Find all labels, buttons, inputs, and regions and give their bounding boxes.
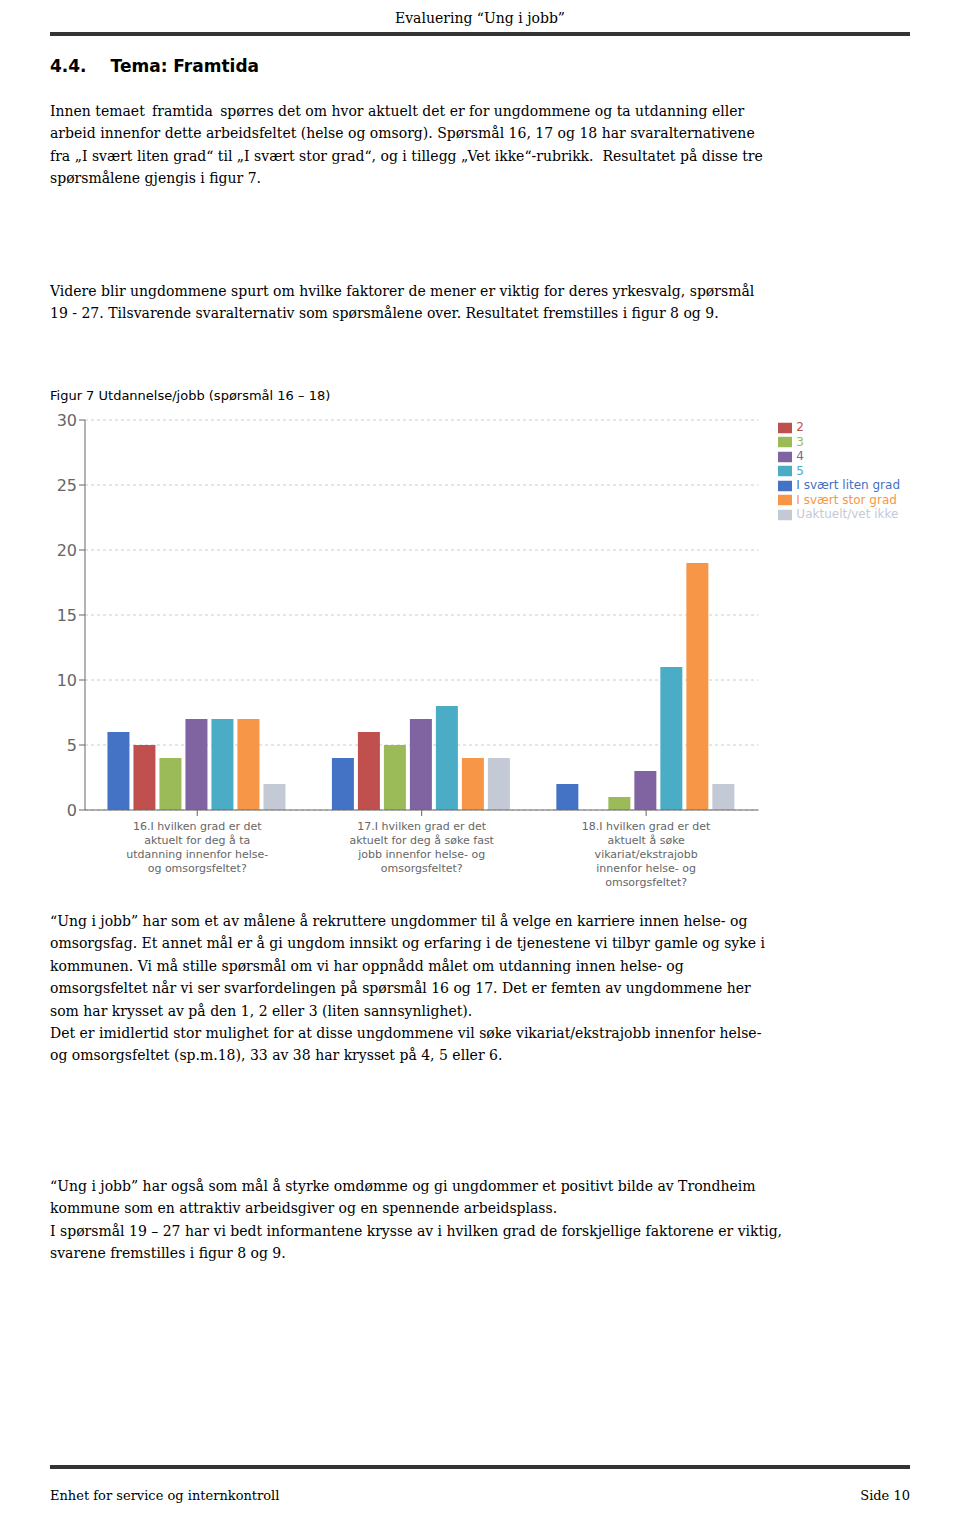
svg-text:18.I hvilken grad er detaktuel: 18.I hvilken grad er detaktuelt å søkevi…: [582, 820, 711, 889]
html-text:4.4.: 4.4.: [50, 56, 87, 76]
svg-text:10: 10: [57, 671, 77, 690]
svg-text:15: 15: [57, 606, 77, 625]
html-text:Side 10: Side 10: [860, 1488, 910, 1503]
html-text:5: 5: [796, 463, 804, 478]
svg-text:5: 5: [67, 736, 77, 755]
html-text:Enhet for service og internkon: Enhet for service og internkontroll: [50, 1488, 280, 1503]
html-text:Evaluering “Ung i jobb”: Evaluering “Ung i jobb”: [395, 10, 565, 26]
svg-text:16.I hvilken grad er detaktuel: 16.I hvilken grad er detaktuelt for deg …: [126, 820, 268, 875]
html-text:2: 2: [796, 420, 804, 434]
html-text:4: 4: [796, 449, 804, 463]
html-text:I svært stor grad: I svært stor grad: [796, 492, 897, 507]
html-text:Videre blir ungdommene spurt o: Videre blir ungdommene spurt om hvilke f…: [50, 283, 755, 322]
html-text:“Ung i jobb” har også som mål: “Ung i jobb” har også som mål å styrke o…: [50, 1178, 783, 1262]
html-text:Innen temaet framtida spørres: Innen temaet framtida spørres det om hvo…: [50, 103, 763, 187]
html-text:Tema: Framtida: Tema: Framtida: [110, 56, 259, 76]
html-text:Uaktuelt/vet ikke: Uaktuelt/vet ikke: [796, 507, 899, 521]
svg-text:30: 30: [57, 411, 77, 430]
svg-text:0: 0: [67, 801, 77, 820]
svg-text:20: 20: [57, 541, 77, 560]
svg-text:17.I hvilken grad er detaktuel: 17.I hvilken grad er detaktuelt for deg …: [349, 820, 494, 875]
svg-text:25: 25: [57, 476, 77, 495]
html-text:Figur 7 Utdannelse/jobb (spørs: Figur 7 Utdannelse/jobb (spørsmål 16 – 1…: [50, 388, 331, 403]
html-text:I svært liten grad: I svært liten grad: [796, 478, 900, 492]
html-text:3: 3: [796, 434, 804, 449]
html-text:“Ung i jobb” har som et av mål: “Ung i jobb” har som et av målene å rekr…: [50, 913, 765, 1064]
